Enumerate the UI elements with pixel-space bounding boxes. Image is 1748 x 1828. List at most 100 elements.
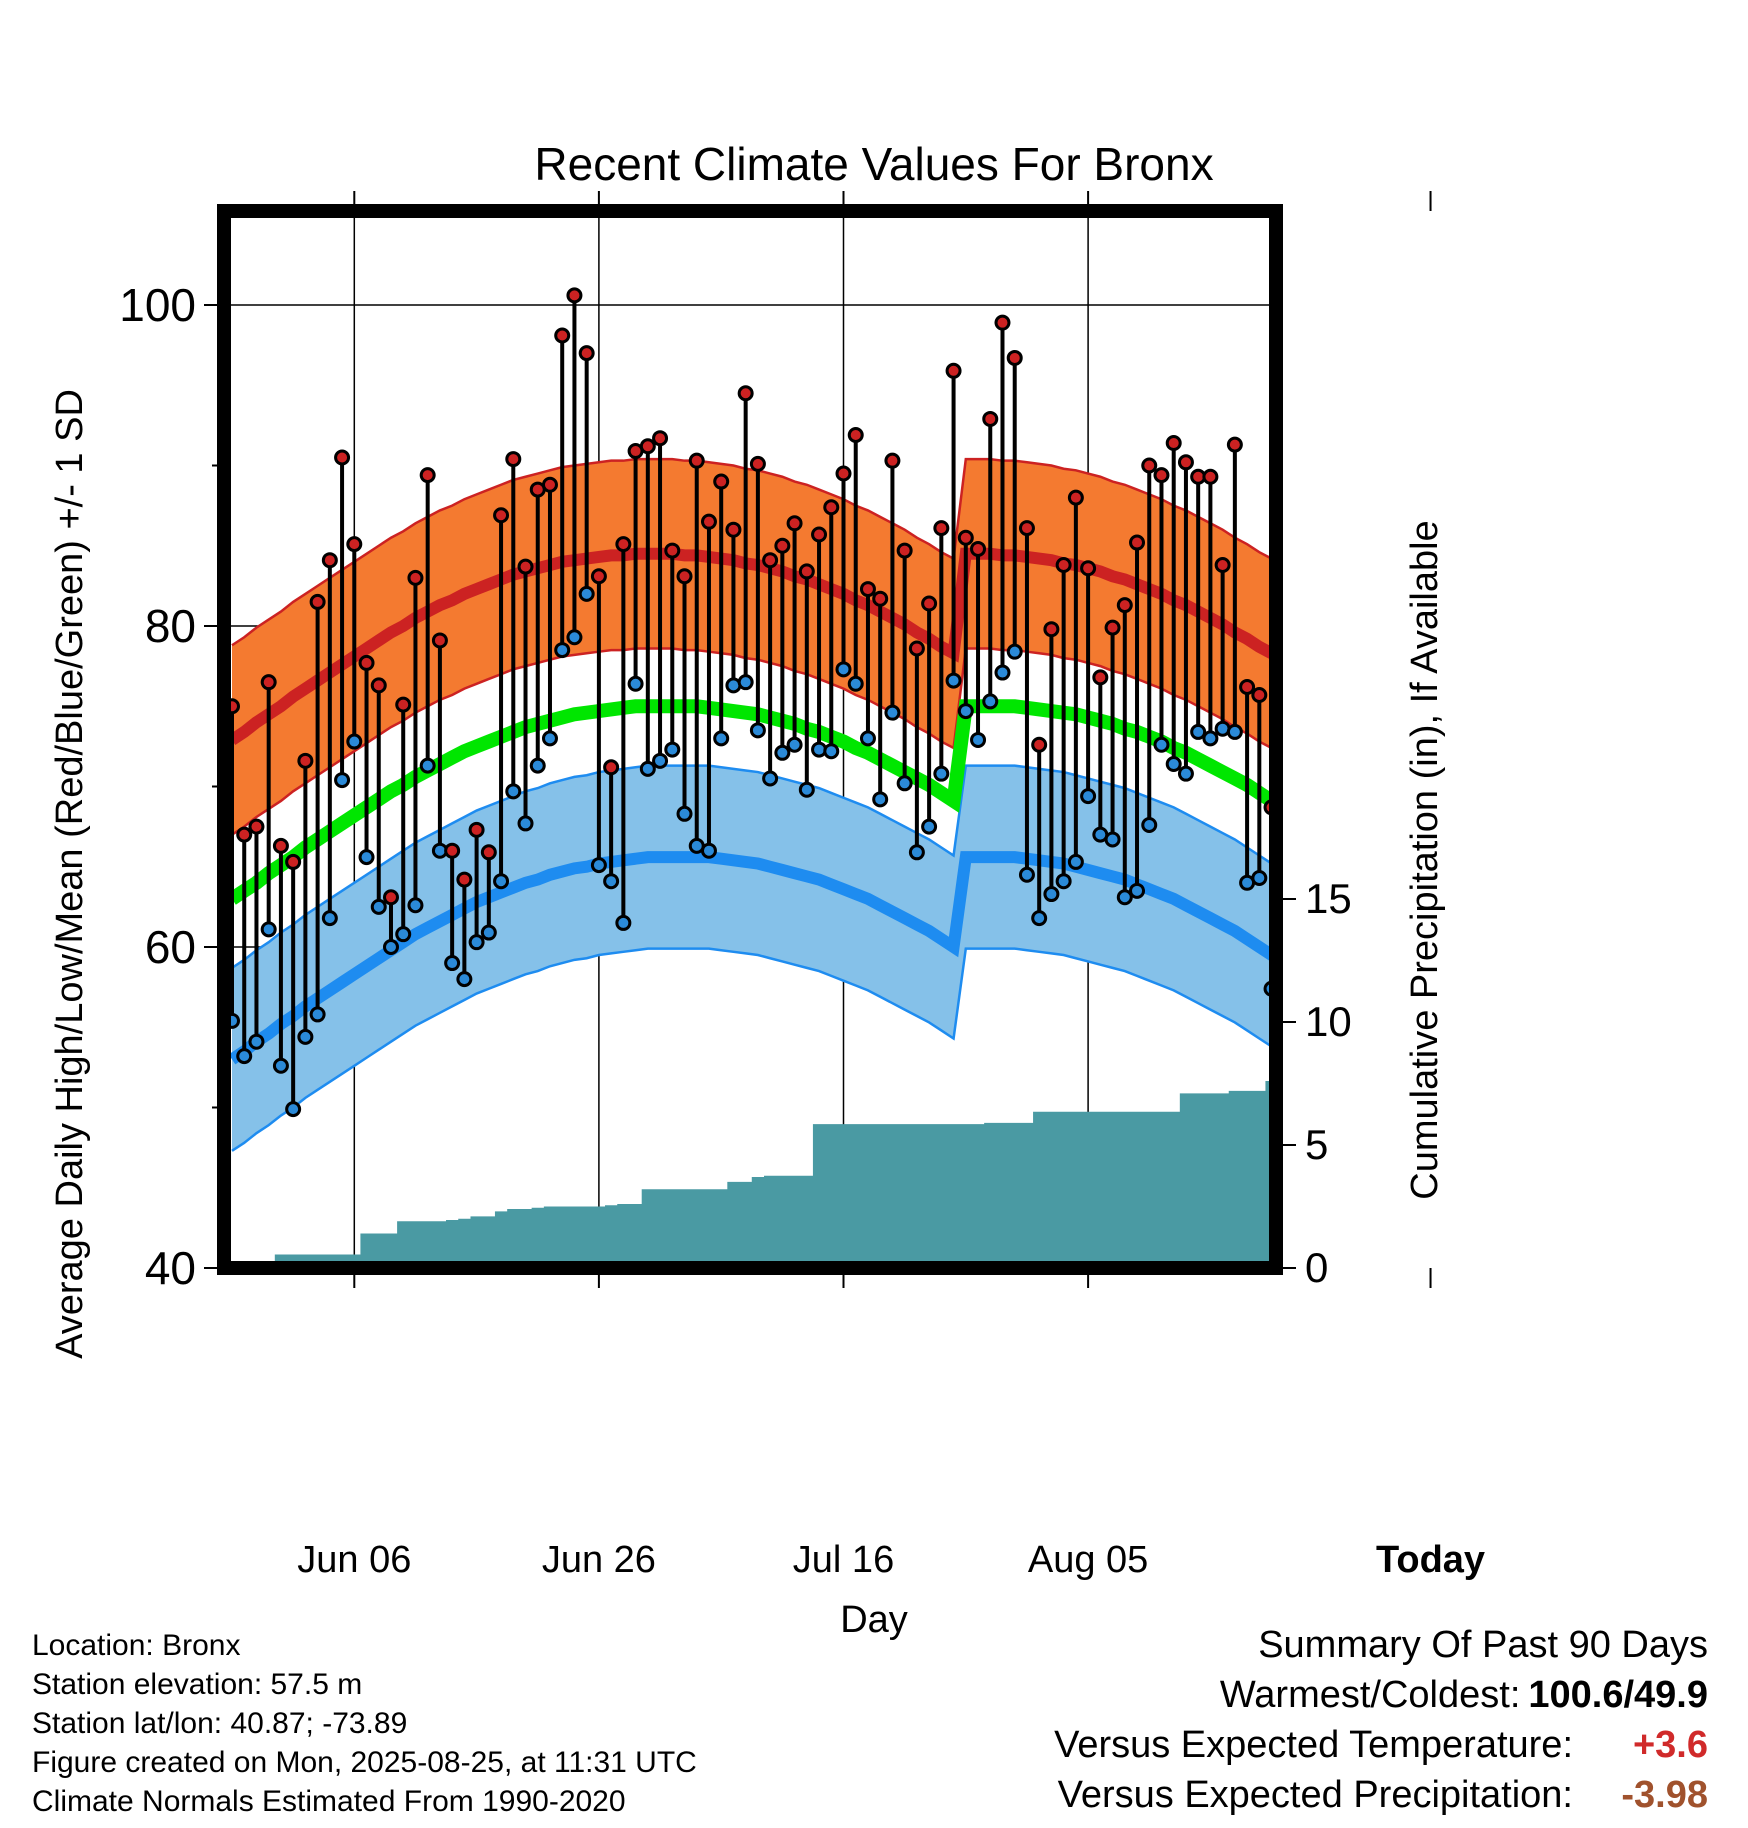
high-point	[639, 438, 656, 455]
high-point	[260, 674, 277, 691]
low-point	[541, 730, 558, 747]
low-point	[407, 897, 424, 914]
high-point	[554, 327, 571, 344]
station-info: Location: Bronx Station elevation: 57.5 …	[32, 1626, 697, 1821]
precip-row: Versus Expected Precipitation: -3.98	[1054, 1770, 1708, 1820]
low-point	[847, 675, 864, 692]
low-point	[945, 672, 962, 689]
high-point	[517, 558, 534, 575]
low-point	[480, 924, 497, 941]
precip-value: -3.98	[1621, 1774, 1708, 1816]
low-point	[1043, 886, 1060, 903]
plot-area: 90 Days	[224, 211, 1315, 1268]
high-point	[1043, 621, 1060, 638]
low-point	[1067, 853, 1084, 870]
high-point	[1177, 454, 1194, 471]
high-point	[603, 759, 620, 776]
high-point	[908, 640, 925, 657]
low-point	[823, 743, 840, 760]
normal-low-band-edge-lower	[231, 947, 1276, 1152]
high-point	[590, 568, 607, 585]
high-point	[1031, 736, 1048, 753]
low-point	[566, 629, 583, 646]
low-point	[334, 772, 351, 789]
high-point	[444, 842, 461, 859]
low-point	[419, 757, 436, 774]
low-point	[1302, 822, 1315, 835]
high-point	[774, 537, 791, 554]
low-point	[1055, 873, 1072, 890]
low-point	[1202, 730, 1219, 747]
high-point	[811, 526, 828, 543]
x-tick-label: Jun 06	[297, 1539, 411, 1581]
low-point	[493, 873, 510, 890]
high-point	[370, 677, 387, 694]
low-point	[1141, 817, 1158, 834]
high-point	[1006, 349, 1023, 366]
low-point	[395, 926, 412, 943]
high-point	[798, 563, 815, 580]
high-point	[700, 513, 717, 530]
high-point	[762, 552, 779, 569]
low-point	[272, 1057, 289, 1074]
high-point	[419, 467, 436, 484]
high-point	[248, 818, 265, 835]
high-point	[431, 632, 448, 649]
low-point	[309, 1006, 326, 1023]
high-point	[725, 521, 742, 538]
x-tick-label: Jul 16	[793, 1539, 894, 1581]
high-point	[1226, 436, 1243, 453]
low-point	[444, 955, 461, 972]
low-point	[1153, 736, 1170, 753]
low-point	[382, 939, 399, 955]
low-point	[1290, 905, 1303, 918]
x-axis-label: Day	[840, 1599, 908, 1641]
low-point	[1018, 866, 1035, 883]
high-point	[285, 853, 302, 870]
created-text: Figure created on Mon, 2025-08-25, at 11…	[32, 1746, 697, 1779]
low-point	[970, 731, 987, 748]
high-point	[615, 536, 632, 553]
high-point	[1055, 557, 1072, 574]
temp-row: Versus Expected Temperature: +3.6	[1054, 1720, 1708, 1770]
x-tick-label: Aug 05	[1028, 1539, 1148, 1581]
high-point	[933, 520, 950, 537]
temp-label: Versus Expected Temperature:	[1054, 1724, 1573, 1766]
latlon-text: Station lat/lon: 40.87; -73.89	[32, 1707, 408, 1740]
high-point	[1251, 687, 1268, 704]
x-tick-label: Today	[1376, 1539, 1485, 1581]
low-point	[468, 934, 485, 951]
normal-low-line	[228, 851, 1276, 1065]
high-point	[346, 536, 363, 553]
high-point	[921, 595, 938, 612]
low-point	[639, 760, 656, 777]
high-point	[1239, 678, 1256, 695]
high-point	[493, 507, 510, 524]
low-point	[1226, 723, 1243, 740]
y-tick-label-left: 60	[145, 921, 196, 973]
precip-label: Versus Expected Precipitation:	[1057, 1774, 1573, 1816]
y-tick-label-right: 15	[1305, 875, 1352, 922]
high-point	[358, 654, 375, 671]
x-tick-label: Jun 26	[542, 1539, 656, 1581]
high-point	[1116, 597, 1133, 614]
high-point	[297, 752, 314, 769]
low-point	[529, 757, 546, 774]
normals-text: Climate Normals Estimated From 1990-2020	[32, 1785, 626, 1818]
low-point	[517, 815, 534, 832]
low-point	[1104, 831, 1121, 848]
high-point	[737, 385, 754, 402]
temp-value: +3.6	[1632, 1724, 1708, 1766]
high-point	[872, 590, 889, 607]
high-point	[407, 569, 424, 586]
summary-heading: Summary Of Past 90 Days	[1258, 1624, 1708, 1666]
high-point	[994, 314, 1011, 331]
high-point	[1302, 584, 1315, 597]
precip-area	[225, 1078, 1276, 1268]
high-point	[713, 473, 730, 490]
low-point	[248, 1033, 265, 1050]
high-point	[395, 696, 412, 713]
low-point	[1177, 765, 1194, 782]
y-tick-label-right: 0	[1305, 1244, 1328, 1291]
